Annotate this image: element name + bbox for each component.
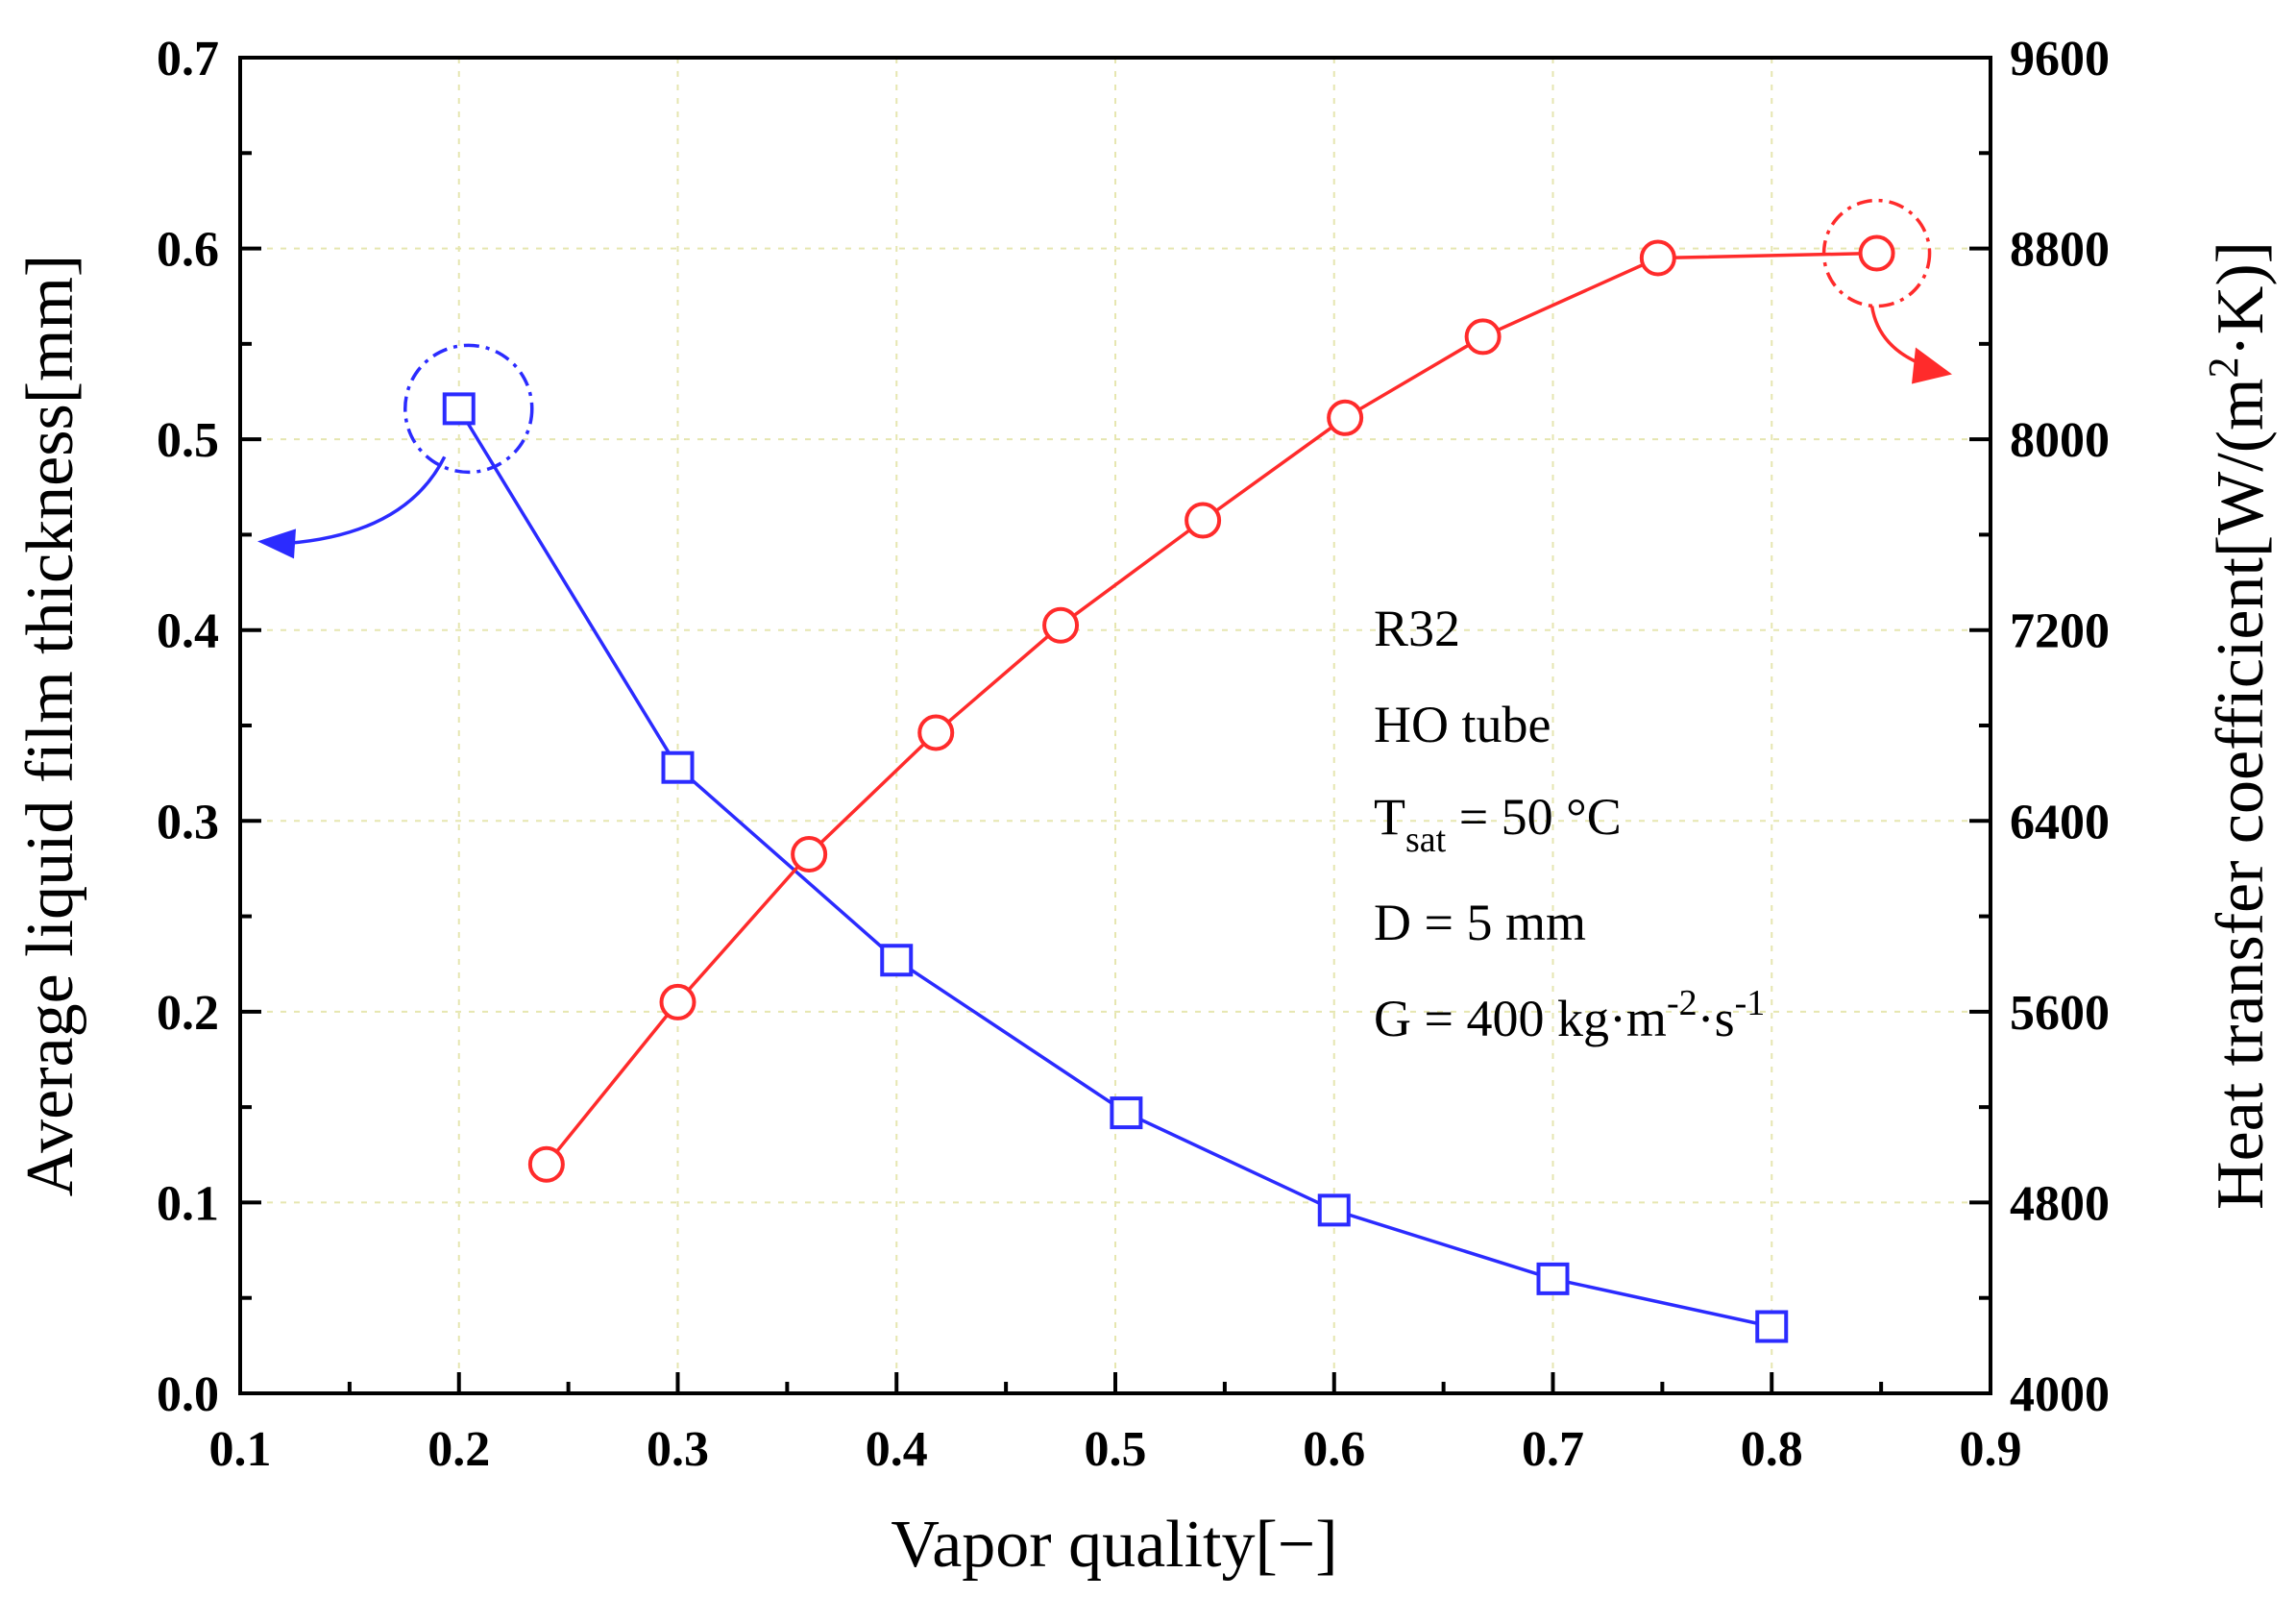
- left-axis-arrow-shaft: [287, 455, 447, 546]
- left-y-axis-title: Average liquid film thickness[mm]: [13, 255, 87, 1196]
- left-y-tick-label: 0.6: [157, 223, 219, 278]
- film-thickness-point: [661, 750, 695, 784]
- heat-transfer-coefficient-point: [1858, 234, 1895, 272]
- heat-transfer-coefficient-line: [545, 251, 1877, 1166]
- series: [442, 234, 1895, 1343]
- right-series-highlight-circle: [1821, 198, 1932, 308]
- x-tick-label: 0.8: [1741, 1422, 1803, 1477]
- film-thickness-point: [880, 944, 914, 977]
- left-y-tick-label: 0.7: [157, 32, 219, 86]
- heat-transfer-coefficient-point: [1042, 606, 1080, 644]
- right-y-tick-label: 8800: [2010, 223, 2110, 278]
- right-y-tick-label: 4000: [2010, 1367, 2110, 1422]
- x-tick-label: 0.2: [427, 1422, 490, 1477]
- right-y-axis-title-end: ·K)]: [2204, 241, 2278, 356]
- right-y-tick-label: 8000: [2010, 413, 2110, 468]
- annotation-mass-flux-mid: ·s: [1698, 990, 1735, 1047]
- x-axis-title: Vapor quality[−]: [891, 1508, 1337, 1582]
- left-y-tick-label: 0.1: [157, 1176, 219, 1231]
- right-y-axis-title: Heat transfer coefficient[W/(m2·K)]: [2200, 241, 2278, 1210]
- right-axis-arrow-head: [1912, 347, 1952, 384]
- annotation-mass-flux-sup1: -2: [1667, 983, 1698, 1023]
- annotation-refrigerant: R32: [1374, 600, 1460, 657]
- right-y-tick-label: 7200: [2010, 604, 2110, 659]
- annotation-mass-flux-sup2: -1: [1735, 983, 1766, 1023]
- right-y-tick-label: 6400: [2010, 795, 2110, 849]
- x-tick-label: 0.3: [647, 1422, 709, 1477]
- film-thickness-point: [1110, 1096, 1143, 1130]
- film-thickness-point: [1755, 1310, 1789, 1343]
- annotation-tsat-sub: sat: [1405, 820, 1447, 860]
- heat-transfer-coefficient-point: [1185, 502, 1222, 539]
- x-tick-label: 0.1: [209, 1422, 272, 1477]
- right-y-axis-title-main: Heat transfer coefficient[W/(m: [2204, 379, 2278, 1210]
- annotation-diameter: D = 5 mm: [1374, 894, 1586, 951]
- right-y-tick-label: 9600: [2010, 32, 2110, 86]
- annotation-tube: HO tube: [1374, 696, 1551, 753]
- x-tick-label: 0.5: [1085, 1422, 1147, 1477]
- heat-transfer-coefficient-point: [1639, 239, 1676, 277]
- annotation-mass-flux-pre: G = 400 kg·m: [1374, 990, 1667, 1047]
- right-y-tick-label: 4800: [2010, 1176, 2110, 1231]
- heat-transfer-coefficient-point: [1464, 318, 1502, 356]
- left-y-tick-label: 0.2: [157, 986, 219, 1041]
- series-heat-transfer-coefficient: [527, 234, 1895, 1183]
- heat-transfer-coefficient-point: [1327, 399, 1364, 436]
- series-film-thickness: [442, 392, 1789, 1343]
- heat-transfer-coefficient-point: [659, 983, 696, 1020]
- x-tick-label: 0.9: [1960, 1422, 2022, 1477]
- x-tick-label: 0.4: [866, 1422, 928, 1477]
- left-y-tick-label: 0.4: [157, 604, 219, 659]
- left-y-tick-label: 0.0: [157, 1367, 219, 1422]
- heat-transfer-coefficient-point: [527, 1145, 565, 1183]
- right-y-tick-label: 5600: [2010, 986, 2110, 1041]
- annotation-tsat-rest: = 50 °C: [1446, 788, 1622, 846]
- x-tick-label: 0.7: [1522, 1422, 1584, 1477]
- annotation-mass-flux: G = 400 kg·m-2·s-1: [1374, 983, 1765, 1047]
- right-y-axis-title-sup: 2: [2200, 357, 2247, 379]
- heat-transfer-coefficient-point: [917, 714, 955, 751]
- ticks: 0.1 0.2 0.3 0.4 0.5 0.6 0.7 0.8 0.90.00.10.20.30…: [157, 32, 2110, 1477]
- left-series-highlight-circle: [403, 343, 534, 475]
- grid: [240, 58, 1991, 1393]
- left-axis-arrow-head: [257, 529, 296, 559]
- left-y-tick-label: 0.3: [157, 795, 219, 849]
- film-thickness-point: [1536, 1262, 1570, 1295]
- film-thickness-point: [1317, 1193, 1351, 1227]
- x-tick-label: 0.6: [1303, 1422, 1365, 1477]
- left-y-tick-label: 0.5: [157, 413, 219, 468]
- callouts: [257, 198, 1952, 559]
- annotation-tsat: Tsat = 50 °C: [1374, 788, 1622, 860]
- annotation-block: R32 HO tube Tsat = 50 °C D = 5 mm G = 40…: [1374, 600, 1765, 1047]
- film-thickness-point: [442, 392, 476, 426]
- heat-transfer-coefficient-point: [791, 836, 828, 873]
- annotation-tsat-main: T: [1374, 788, 1405, 846]
